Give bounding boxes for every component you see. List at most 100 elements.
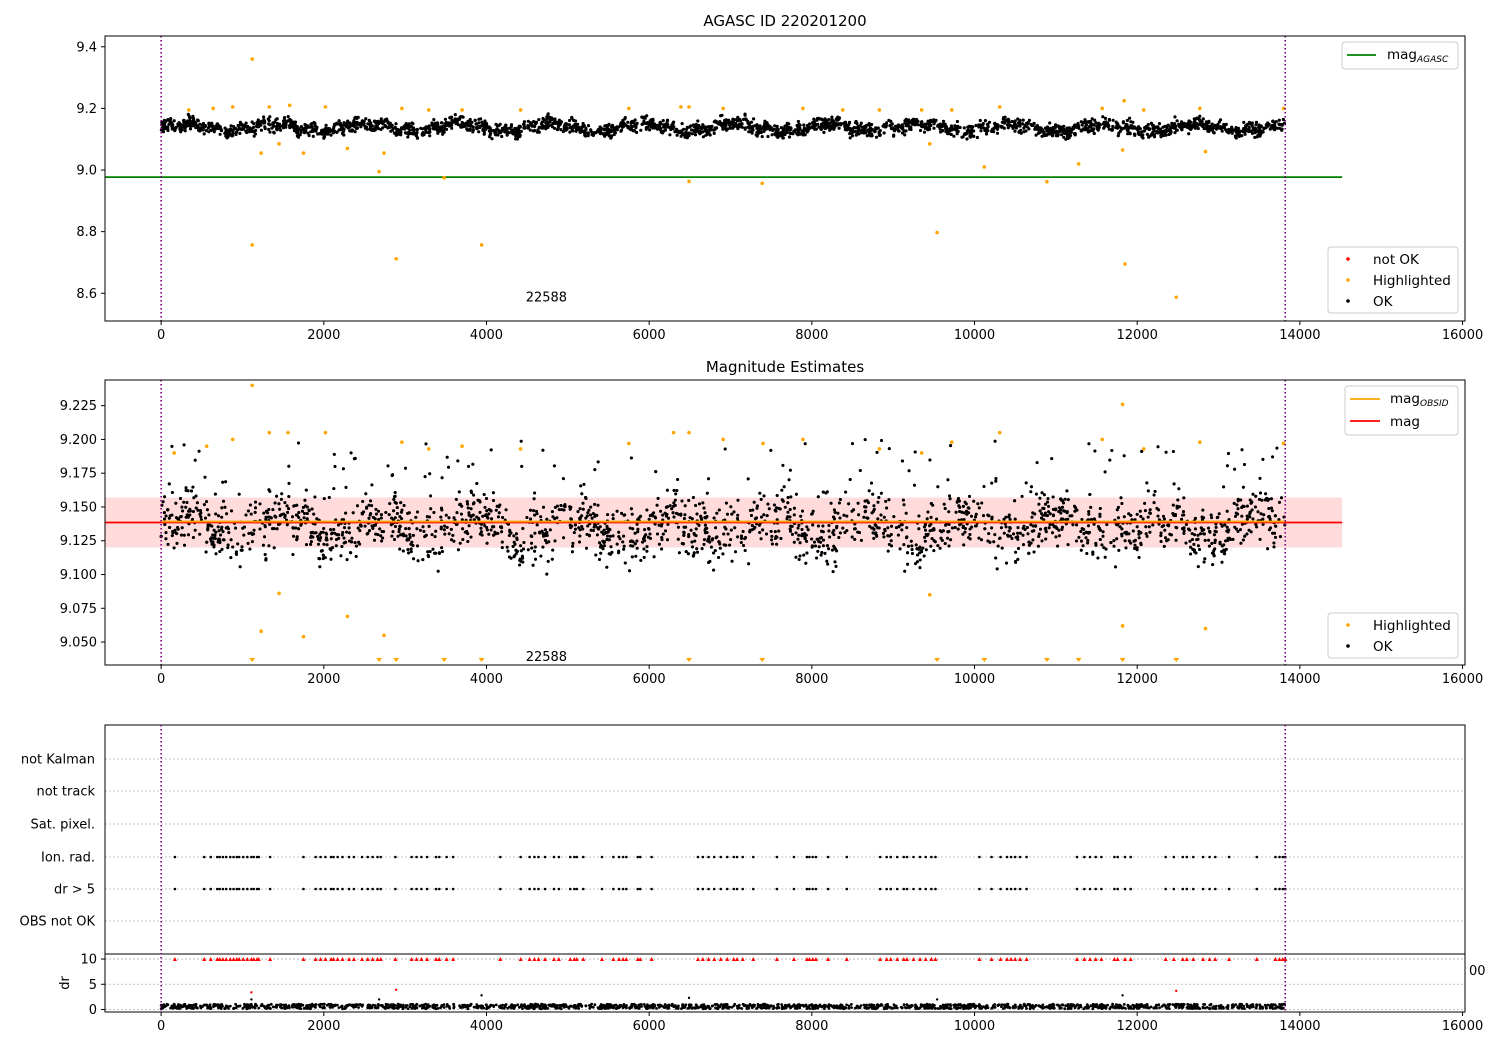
- ok-point: [903, 129, 907, 133]
- ok-point: [443, 117, 447, 121]
- ok-point: [748, 126, 752, 130]
- ok-point: [1247, 126, 1251, 130]
- ok-point: [350, 129, 354, 133]
- ok-point: [870, 122, 874, 127]
- ok-point: [825, 559, 829, 563]
- ok-point: [365, 127, 369, 131]
- highlighted-point: [377, 169, 381, 174]
- legend-swatch-point: [1346, 257, 1350, 261]
- ok-point: [853, 130, 857, 134]
- ok-point: [367, 118, 371, 122]
- ok-point: [644, 127, 648, 131]
- ok-point: [806, 125, 810, 129]
- ok-point: [388, 123, 392, 127]
- ok-point: [299, 125, 303, 129]
- ok-point: [987, 120, 992, 124]
- ok-point: [723, 127, 727, 131]
- ok-point: [444, 120, 448, 124]
- ok-point: [1145, 132, 1149, 136]
- ok-point: [1030, 123, 1034, 128]
- ok-point: [170, 121, 174, 125]
- ok-point: [825, 119, 829, 123]
- ok-point: [1098, 123, 1102, 127]
- ok-point: [708, 133, 712, 137]
- ok-point: [795, 123, 799, 128]
- ok-point: [771, 128, 775, 133]
- ok-point: [372, 119, 376, 123]
- ok-point: [1187, 132, 1191, 136]
- ok-point: [1067, 136, 1071, 140]
- ok-point: [762, 128, 766, 132]
- ok-point: [1164, 133, 1168, 137]
- highlighted-point: [919, 108, 924, 112]
- ok-point: [1152, 135, 1157, 139]
- ok-point: [698, 132, 702, 136]
- ok-point: [411, 122, 415, 126]
- ok-point: [542, 505, 545, 509]
- ok-point: [1255, 135, 1259, 139]
- ok-point: [609, 134, 613, 138]
- ok-point: [258, 502, 262, 506]
- ok-point: [1151, 130, 1155, 135]
- ok-point: [440, 121, 444, 125]
- ok-point: [487, 126, 491, 130]
- ok-point: [727, 122, 731, 126]
- ok-point: [1201, 124, 1205, 129]
- ok-point: [1165, 124, 1169, 128]
- ok-point: [1277, 122, 1281, 126]
- ok-point: [260, 119, 264, 123]
- ok-point: [561, 129, 566, 134]
- ok-point: [1268, 127, 1272, 131]
- ok-point: [955, 119, 960, 124]
- ok-point: [1096, 128, 1100, 132]
- ok-point: [562, 126, 566, 130]
- ok-point: [1229, 130, 1233, 134]
- ok-point: [268, 130, 272, 134]
- ok-point: [1062, 135, 1066, 139]
- ok-point: [629, 125, 633, 129]
- ok-point: [673, 130, 677, 134]
- ok-point: [271, 121, 275, 125]
- agasc-ytick-label: 8.8: [76, 225, 97, 240]
- ok-point: [843, 120, 847, 124]
- ok-point: [870, 127, 874, 131]
- ok-point: [178, 122, 182, 126]
- ok-point: [613, 131, 618, 135]
- ok-point: [940, 123, 944, 127]
- ok-point: [907, 118, 911, 122]
- ok-point: [415, 527, 419, 531]
- ok-point: [814, 127, 819, 131]
- ok-point: [1220, 129, 1224, 133]
- ok-point: [546, 121, 550, 125]
- ok-point: [812, 117, 816, 121]
- ok-point: [1107, 127, 1111, 131]
- ok-point: [938, 546, 942, 550]
- ok-point: [894, 127, 898, 131]
- ok-point: [1235, 128, 1239, 132]
- ok-point: [1051, 125, 1055, 130]
- ok-point: [490, 137, 494, 141]
- ok-point: [668, 126, 673, 130]
- ok-point: [282, 116, 287, 120]
- ok-point: [623, 116, 627, 120]
- ok-point: [574, 122, 579, 126]
- ok-point: [1258, 130, 1262, 134]
- ok-point: [647, 517, 651, 521]
- ok-point: [850, 134, 855, 138]
- legend-label-point: OK: [1373, 294, 1394, 310]
- ok-point: [993, 122, 997, 126]
- ok-point: [1159, 135, 1163, 139]
- ok-point: [736, 115, 740, 119]
- ok-point: [1175, 128, 1179, 132]
- ok-point: [629, 120, 634, 124]
- ok-point: [591, 131, 596, 136]
- ok-point: [796, 119, 801, 124]
- ok-point: [853, 120, 858, 125]
- ok-point: [412, 130, 416, 134]
- ok-point: [645, 121, 649, 125]
- ok-point: [923, 124, 928, 128]
- ok-point: [903, 133, 907, 137]
- ok-point: [197, 126, 202, 130]
- ok-point: [967, 128, 971, 132]
- ok-point: [743, 113, 747, 117]
